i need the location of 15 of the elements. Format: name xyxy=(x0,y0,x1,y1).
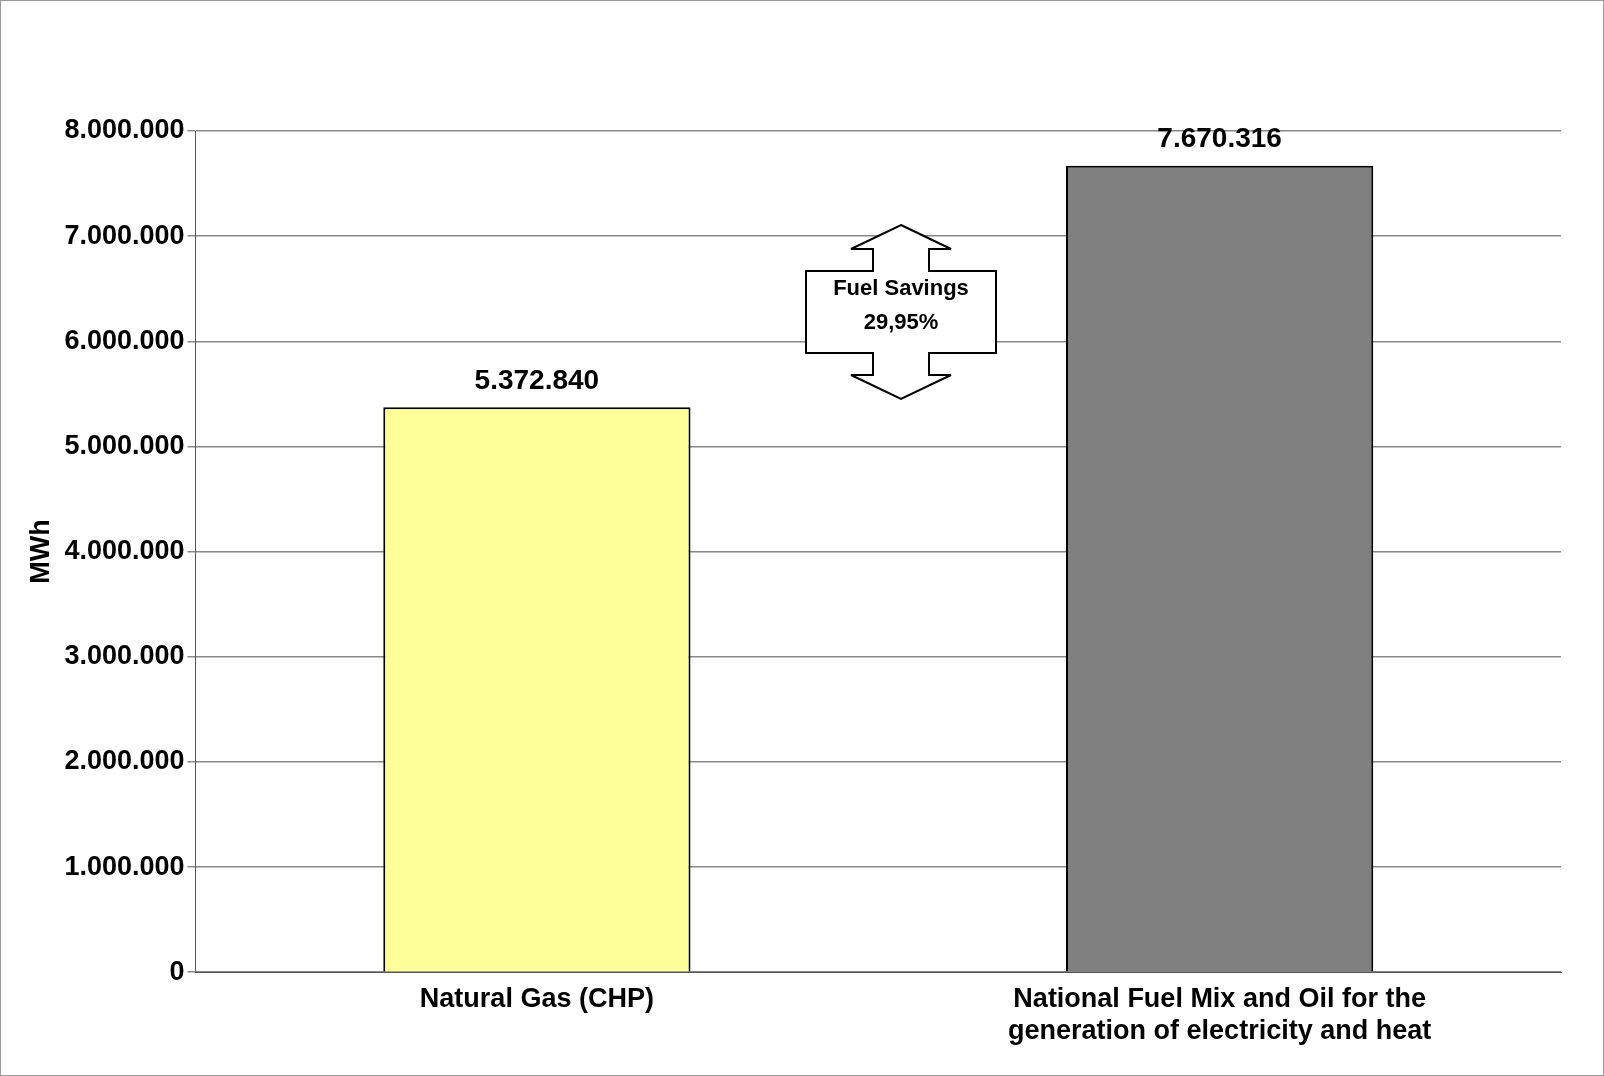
y-tick-label: 3.000.000 xyxy=(64,640,185,671)
y-axis-title: MWh xyxy=(24,519,55,584)
y-tick-label: 8.000.000 xyxy=(64,114,185,145)
data-label: 5.372.840 xyxy=(474,363,600,395)
y-tick-label: 7.000.000 xyxy=(64,219,185,250)
y-tick-label: 0 xyxy=(169,955,185,986)
y-tick-label: 4.000.000 xyxy=(64,535,185,566)
y-tick-label: 6.000.000 xyxy=(64,324,185,355)
x-tick-label: National Fuel Mix and Oil for the generation of electricity and heat xyxy=(1008,982,1432,1046)
annotation: Fuel Savings 29,95% xyxy=(832,274,970,336)
x-tick-label: Natural Gas (CHP) xyxy=(419,982,654,1013)
data-label: 7.670.316 xyxy=(1157,122,1282,154)
y-tick-label: 5.000.000 xyxy=(64,429,185,460)
y-tick-label: 2.000.000 xyxy=(64,745,185,776)
y-tick-label: 1.000.000 xyxy=(64,850,185,881)
